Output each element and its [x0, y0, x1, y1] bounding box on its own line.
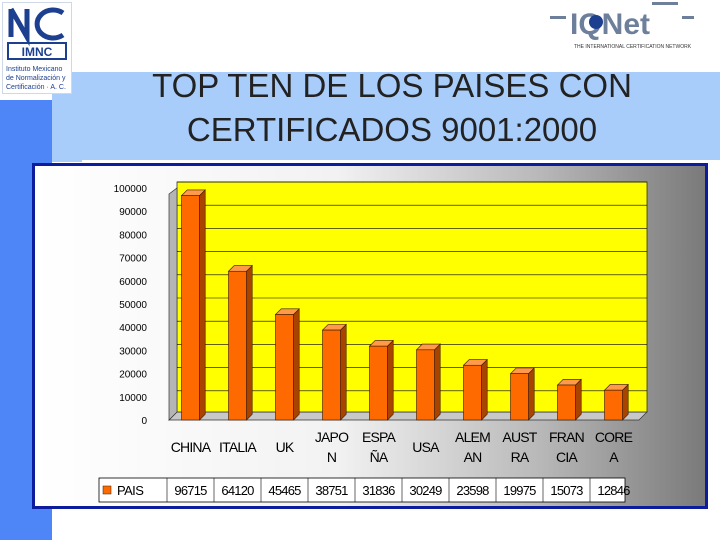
table-value: 19975 [503, 483, 536, 498]
bar [181, 195, 200, 421]
bar [322, 329, 341, 421]
left-band-notch [52, 148, 82, 162]
imnc-line-2: de Normalización y [6, 75, 66, 82]
table-value: 30249 [409, 483, 442, 498]
plot-wall [176, 181, 648, 413]
slide-title: TOP TEN DE LOS PAISES CON CERTIFICADOS 9… [92, 64, 692, 152]
table-value: 23598 [456, 483, 489, 498]
bar-side [246, 264, 253, 421]
bar [510, 373, 529, 421]
imnc-line-1: Instituto Mexicano [6, 66, 63, 73]
y-axis-ticks: 0 10000 20000 30000 40000 50000 60000 70000 8000… [114, 184, 148, 427]
table-value: 12846 [597, 483, 630, 498]
slide-title-line-2: CERTIFICADOS 9001:2000 [186, 111, 598, 148]
legend-swatch [102, 485, 112, 495]
data-table: PAIS 96715 64120 45465 38751 31836 30249 23598 1… [98, 477, 631, 503]
bar [463, 364, 482, 421]
y-tick-label: 80000 [119, 230, 147, 241]
imnc-emblem [8, 7, 65, 47]
x-category-label: USA [412, 439, 440, 455]
bar-side [340, 323, 347, 421]
bar-side [575, 378, 582, 421]
x-category-label: ALEM AN [455, 429, 490, 465]
header-band [52, 72, 720, 160]
table-value: 64120 [221, 483, 254, 498]
y-tick-label: 40000 [119, 323, 147, 334]
y-tick-label: 50000 [119, 300, 147, 311]
bar-side [622, 383, 629, 421]
table-row [98, 477, 626, 503]
table-value: 31836 [362, 483, 395, 498]
x-category-label: ESPA ÑA [362, 429, 397, 465]
bar [369, 345, 388, 421]
bars [180, 189, 629, 421]
x-category-label: AUST RA [502, 429, 537, 465]
y-tick-label: 90000 [119, 207, 147, 218]
iqnet-wordmark: IQNet [570, 8, 650, 41]
bar-chart: 0 10000 20000 30000 40000 50000 60000 70000 8000… [98, 181, 648, 503]
y-tick-label: 70000 [119, 254, 147, 265]
table-value: 96715 [174, 483, 207, 498]
x-category-label: CORE A [595, 429, 633, 465]
bar [228, 270, 247, 421]
y-tick-label: 0 [141, 416, 147, 427]
iqnet-tagline: THE INTERNATIONAL CERTIFICATION NETWORK [574, 44, 692, 50]
imnc-logo: IMNC Instituto Mexicano de Normalización… [2, 2, 72, 94]
plot-side-wall [168, 187, 178, 421]
y-tick-label: 100000 [114, 184, 148, 195]
bar-side [293, 308, 300, 421]
y-tick-label: 60000 [119, 277, 147, 288]
table-value: 38751 [315, 483, 348, 498]
chart-frame: 0 10000 20000 30000 40000 50000 60000 70000 8000… [32, 163, 708, 509]
table-value: 15073 [550, 483, 583, 498]
imnc-name: IMNC [22, 45, 53, 59]
bar-side [528, 367, 535, 421]
eu-stars-icon [589, 15, 603, 29]
table-value: 45465 [268, 483, 301, 498]
x-category-label: FRAN CIA [549, 429, 584, 465]
x-category-label: UK [276, 439, 295, 455]
x-axis-labels: CHINA ITALIA UK JAPO N ESPA ÑA USA ALEM AN AUST RA F… [171, 429, 634, 465]
x-category-label: CHINA [171, 439, 212, 455]
y-tick-label: 20000 [119, 370, 147, 381]
gridlines [177, 181, 647, 392]
table-series-name: PAIS [117, 483, 144, 498]
x-category-label: JAPO N [315, 429, 349, 465]
bar [275, 314, 294, 421]
slide-title-line-1: TOP TEN DE LOS PAISES CON [152, 67, 632, 104]
bar [557, 384, 576, 421]
bar-side [481, 358, 488, 421]
imnc-line-3: Certificación · A. C. [6, 84, 66, 91]
plot-area [168, 181, 648, 421]
bar [416, 349, 435, 421]
iqnet-logo: IQNet THE INTERNATIONAL CERTIFICATION NE… [548, 2, 696, 54]
y-tick-label: 10000 [119, 393, 147, 404]
bar-side [199, 189, 206, 421]
bar-side [434, 343, 441, 421]
bar-side [387, 339, 394, 421]
x-category-label: ITALIA [219, 439, 257, 455]
bar [604, 389, 623, 421]
y-tick-label: 30000 [119, 346, 147, 357]
